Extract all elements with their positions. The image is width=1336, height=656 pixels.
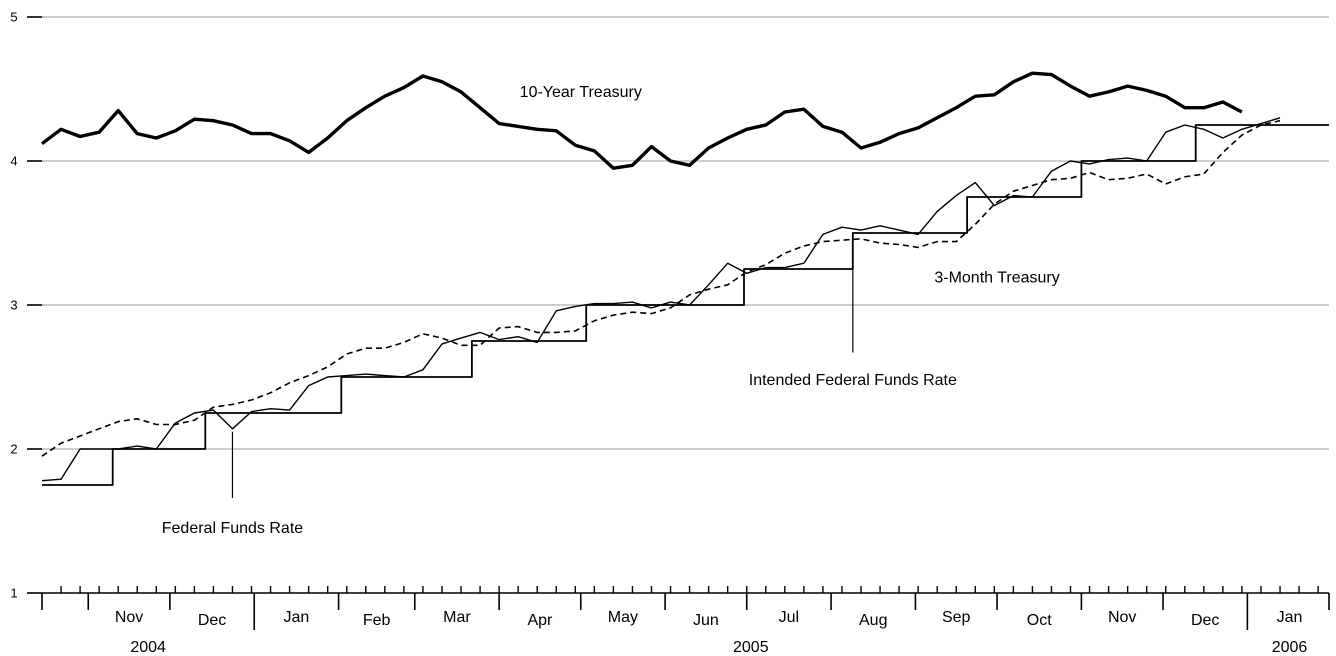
series-annotation-label: 3-Month Treasury [934, 270, 1059, 287]
x-month-label: Nov [115, 609, 143, 626]
x-month-label: Jan [1277, 609, 1303, 626]
y-tick-label: 1 [10, 586, 17, 601]
x-month-label: Dec [198, 612, 226, 629]
series-line-federal-funds-rate [41, 117, 1281, 482]
gridlines [42, 16, 1329, 450]
series-line-10-year-treasury [40, 71, 1243, 170]
x-year-label: 2005 [733, 639, 769, 656]
x-month-label: Jan [284, 609, 310, 626]
x-year-label: 2006 [1272, 639, 1308, 656]
x-month-label: Aug [859, 612, 887, 629]
x-month-label: Oct [1027, 612, 1052, 629]
x-month-label: Dec [1191, 612, 1219, 629]
series-line-3-month-treasury [41, 119, 1281, 457]
x-month-label: Nov [1108, 609, 1136, 626]
series-lines [40, 71, 1329, 486]
x-month-label: Sep [942, 609, 971, 626]
series-line-intended-federal-funds-rate [42, 124, 1329, 486]
series-annotation-label: Federal Funds Rate [162, 520, 304, 537]
y-axis-ticks: 1 2 3 4 5 [10, 10, 42, 601]
x-month-label: May [608, 609, 638, 626]
y-tick-label: 3 [10, 298, 17, 313]
x-month-label: Jun [693, 612, 719, 629]
y-tick-label: 2 [10, 442, 17, 457]
y-tick-label: 5 [10, 10, 17, 25]
series-annotation-label: 10-Year Treasury [520, 84, 642, 101]
x-axis: Nov Dec Jan Feb Mar Apr May Jun Jul Aug Sep Oct Nov D… [41, 586, 1330, 656]
x-month-label: Jul [779, 609, 799, 626]
x-month-label: Feb [363, 612, 391, 629]
y-tick-label: 4 [10, 154, 17, 169]
series-annotation-label: Intended Federal Funds Rate [749, 372, 957, 389]
x-month-label: Mar [443, 609, 471, 626]
x-year-label: 2004 [130, 639, 166, 656]
series-annotations: 10-Year Treasury 3-Month Treasury Intended… [162, 84, 1060, 537]
x-month-label: Apr [527, 612, 553, 629]
